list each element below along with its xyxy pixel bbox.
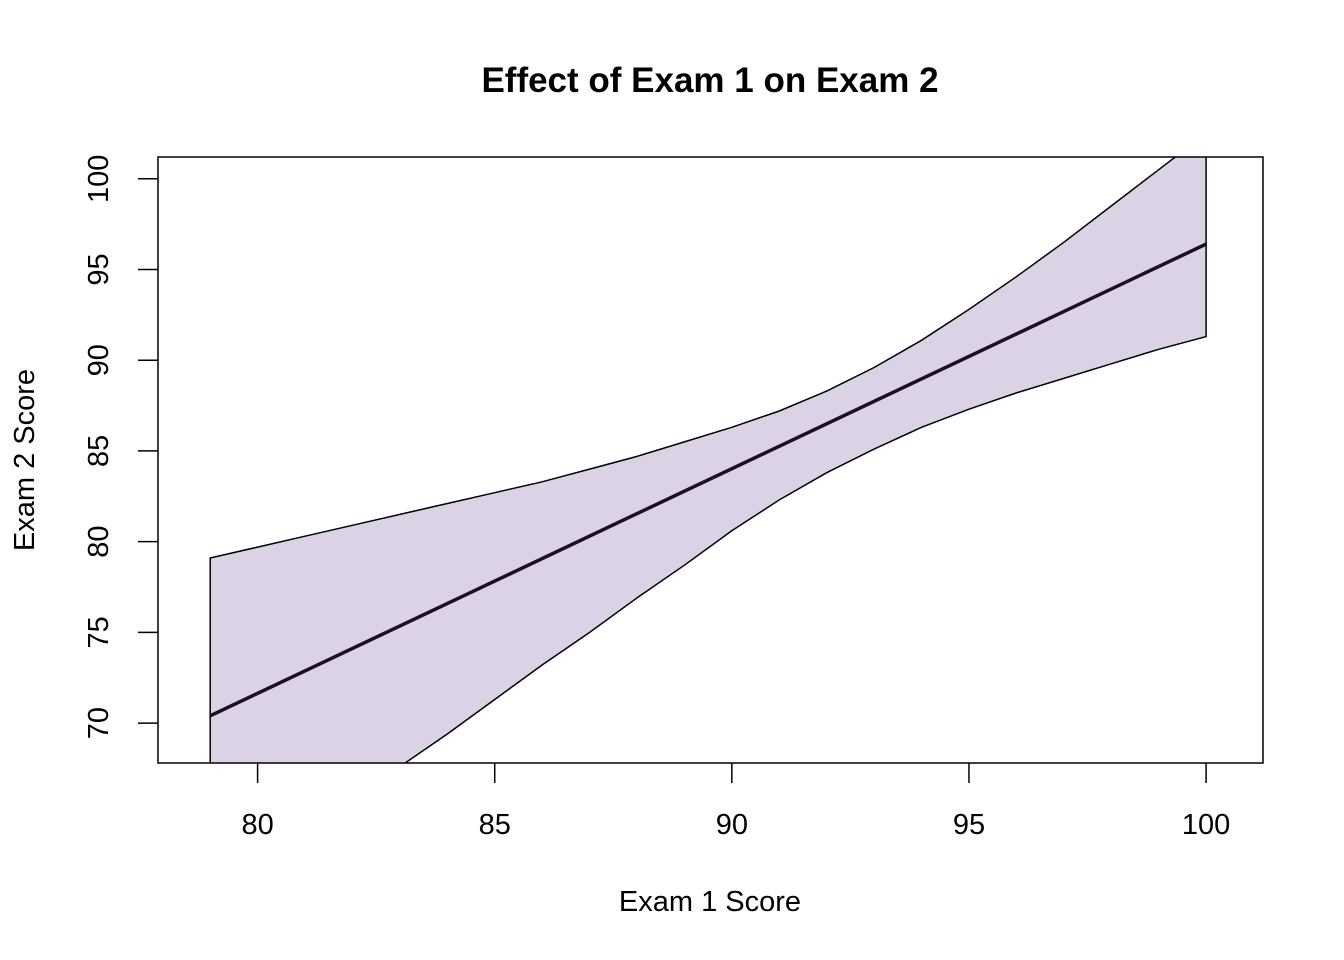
y-tick-label: 80	[83, 525, 115, 557]
fit-line	[209, 242, 1207, 718]
plot-area	[209, 157, 1207, 763]
y-tick-label: 75	[83, 616, 115, 648]
y-axis-label: Exam 2 Score	[9, 369, 41, 551]
chart-title: Effect of Exam 1 on Exam 2	[481, 61, 938, 100]
y-tick-label: 70	[83, 707, 115, 739]
x-tick-label: 90	[716, 809, 748, 841]
y-axis: 70 75 80 85 90 95 100	[83, 155, 158, 739]
y-tick-label: 90	[83, 344, 115, 376]
y-tick-label: 95	[83, 253, 115, 285]
x-tick-label: 95	[953, 809, 985, 841]
x-tick-label: 85	[479, 809, 511, 841]
y-tick-label: 100	[83, 155, 115, 203]
x-tick-label: 100	[1182, 809, 1230, 841]
x-axis-label: Exam 1 Score	[619, 886, 801, 918]
confidence-band	[209, 157, 1207, 763]
y-tick-label: 85	[83, 435, 115, 467]
x-axis: 80 85 90 95 100	[241, 763, 1230, 841]
plot-frame	[157, 156, 1264, 764]
x-tick-label: 80	[241, 809, 273, 841]
